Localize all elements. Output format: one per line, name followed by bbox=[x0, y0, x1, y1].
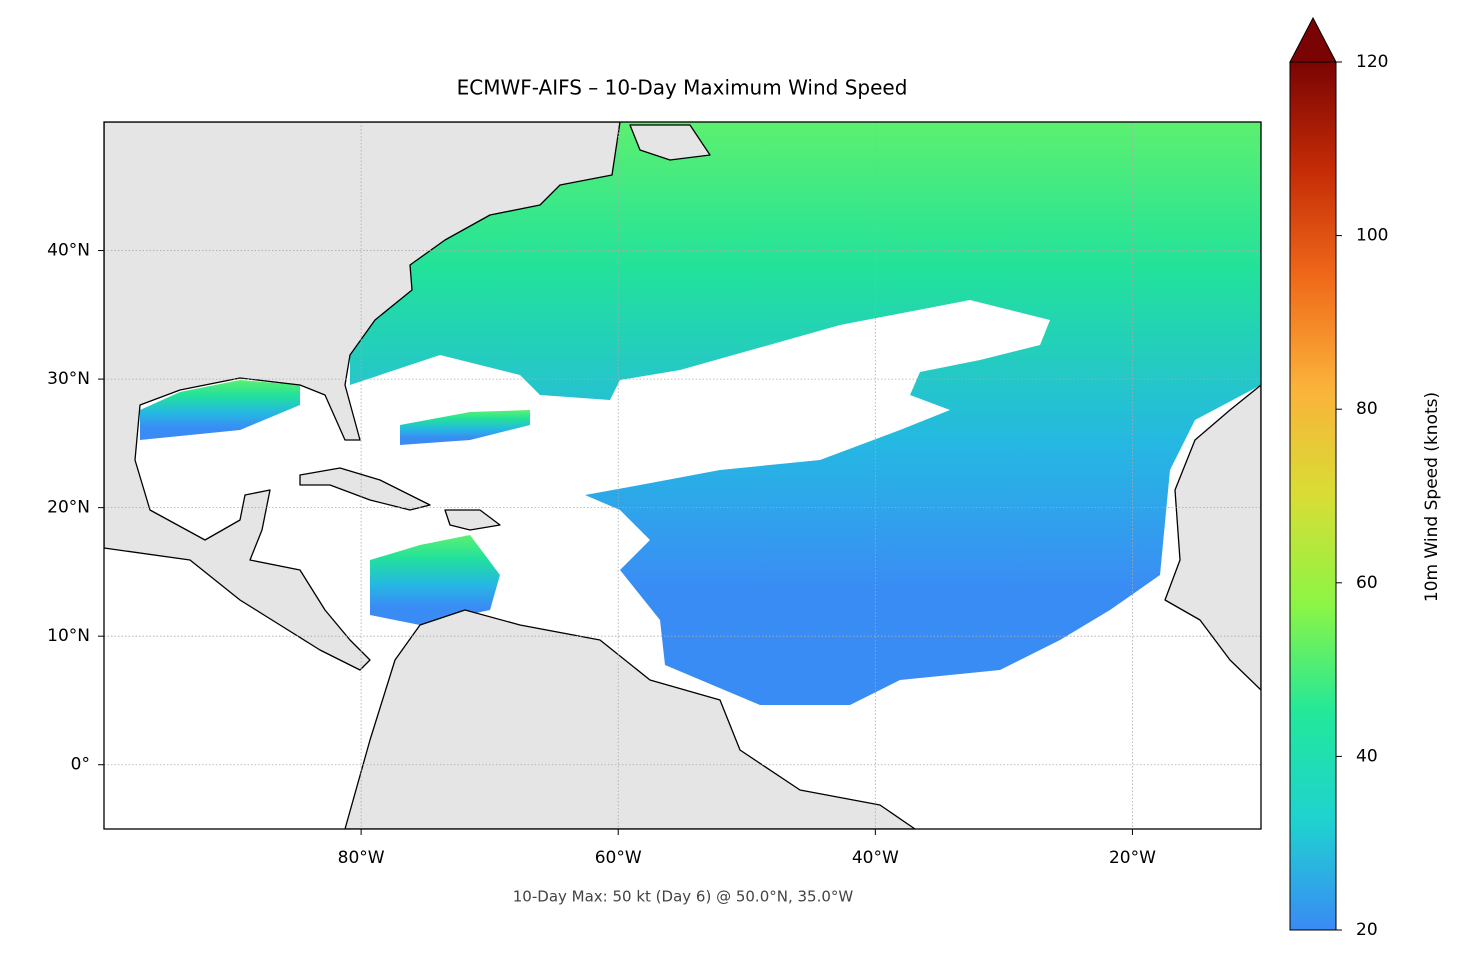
newfoundland bbox=[629, 124, 711, 161]
grid bbox=[104, 122, 1261, 829]
wind-field bbox=[350, 122, 1261, 705]
y-tick-label: 20°N bbox=[47, 498, 90, 518]
map bbox=[104, 122, 1261, 829]
colorbar-label: 10m Wind Speed (knots) bbox=[1422, 392, 1442, 602]
y-tick-label: 30°N bbox=[47, 369, 90, 389]
colorbar-tick-label: 120 bbox=[1356, 52, 1388, 72]
colorbar-tick-label: 40 bbox=[1356, 746, 1378, 766]
colorbar bbox=[1289, 61, 1337, 931]
south-america bbox=[344, 609, 916, 829]
north-america bbox=[104, 122, 621, 671]
africa bbox=[1164, 384, 1261, 691]
cuba bbox=[299, 467, 431, 511]
wind-field-strait bbox=[400, 410, 530, 445]
x-tick-label: 20°W bbox=[1109, 848, 1156, 868]
x-tick-label: 40°W bbox=[852, 848, 899, 868]
y-tick-label: 40°N bbox=[47, 241, 90, 261]
colorbar-tick-label: 100 bbox=[1356, 226, 1388, 246]
chart-title: ECMWF-AIFS – 10-Day Maximum Wind Speed bbox=[457, 76, 908, 100]
colorbar-tick-label: 60 bbox=[1356, 573, 1378, 593]
x-tick-label: 80°W bbox=[338, 848, 385, 868]
map-frame bbox=[103, 121, 1262, 830]
hispaniola bbox=[444, 509, 501, 531]
colorbar-extend bbox=[1289, 16, 1337, 63]
x-tick-label: 60°W bbox=[595, 848, 642, 868]
colorbar-tick-label: 20 bbox=[1356, 920, 1378, 940]
wind-field-gulf bbox=[140, 380, 300, 440]
y-tick-label: 10°N bbox=[47, 626, 90, 646]
colorbar-tick-label: 80 bbox=[1356, 399, 1378, 419]
wind-field-caribbean bbox=[370, 535, 500, 625]
y-tick-label: 0° bbox=[71, 755, 90, 775]
annotation: 10-Day Max: 50 kt (Day 6) @ 50.0°N, 35.0… bbox=[513, 888, 854, 906]
